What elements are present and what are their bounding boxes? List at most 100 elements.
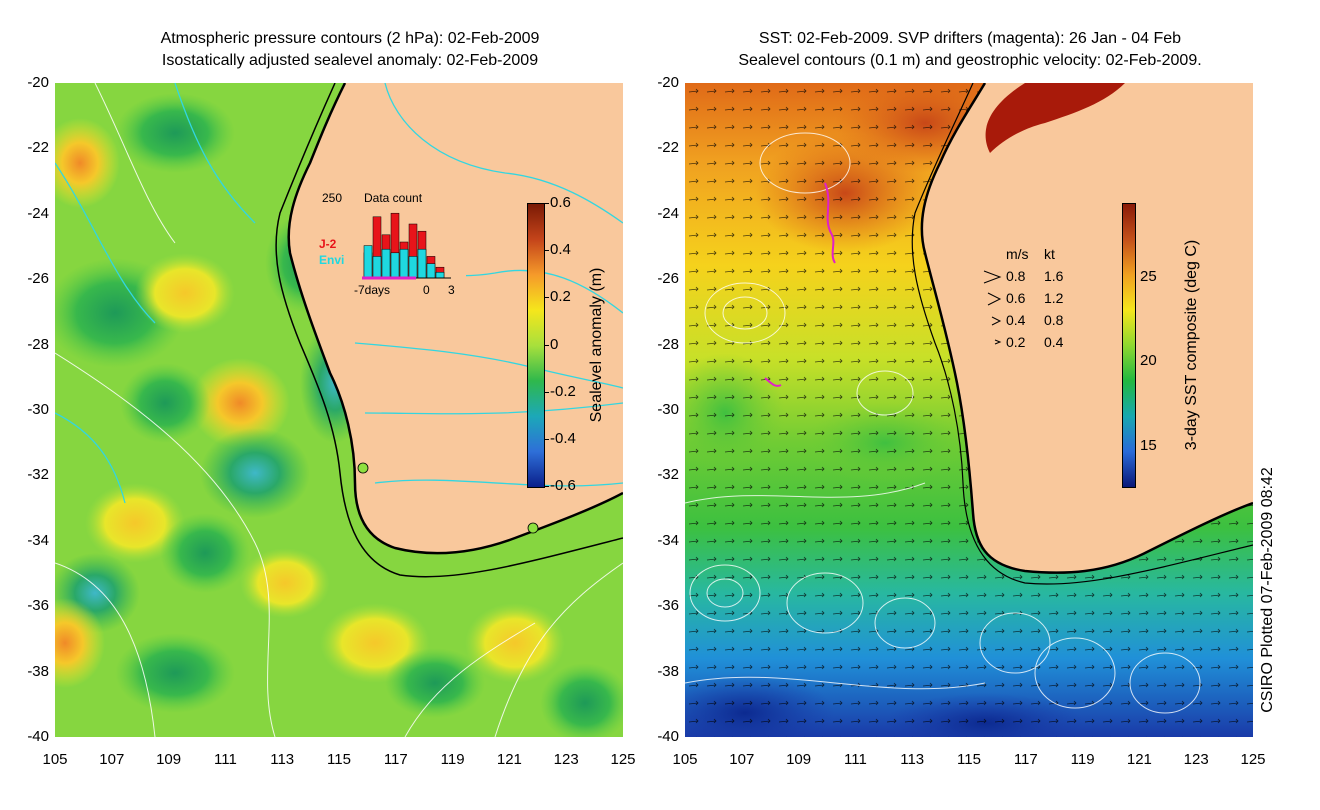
right-colorbar-tick-15: 15	[1140, 437, 1157, 455]
left-y-tick--28: -28	[27, 335, 49, 353]
left-y-tick--22: -22	[27, 139, 49, 157]
left-colorbar-tickmark	[544, 203, 549, 204]
left-y-tick--26: -26	[27, 270, 49, 288]
right-x-tick-121: 121	[1126, 751, 1152, 768]
right-x-tick-125: 125	[1240, 751, 1266, 768]
right-title-line1: SST: 02-Feb-2009. SVP drifters (magenta)…	[758, 30, 1182, 47]
velocity-row-4-ms: 0.2	[1006, 334, 1026, 350]
inset-bar-envi	[390, 252, 400, 279]
left-colorbar-tick-0.6: 0.6	[550, 194, 571, 211]
right-x-tick-117: 117	[1013, 751, 1038, 768]
right-title-line2: Sealevel contours (0.1 m) and geostrophi…	[738, 52, 1202, 69]
right-y-tick--40: -40	[657, 728, 679, 745]
right-x-tick-107: 107	[729, 751, 755, 768]
inset-y-label: 250	[322, 191, 342, 205]
inset-bar-envi	[435, 271, 445, 279]
right-x-tick-111: 111	[843, 751, 867, 768]
velocity-header-kt: kt	[1044, 246, 1055, 262]
left-x-tick-107: 107	[99, 751, 125, 768]
right-y-tick--30: -30	[657, 401, 679, 418]
velocity-legend: m/s kt 0.8 1.6 0.6 1.2 0.4 0.8 0.2 0.4	[983, 246, 1064, 350]
left-y-tick--36: -36	[27, 597, 49, 615]
left-colorbar-tickmark	[544, 250, 549, 252]
right-y-tick--32: -32	[657, 466, 679, 484]
left-colorbar-tickmark	[544, 438, 549, 440]
velocity-row-2-kt: 1.2	[1044, 290, 1064, 306]
right-colorbar-label: 3-day SST composite (deg C)	[1183, 239, 1200, 451]
right-x-tick-113: 113	[900, 751, 925, 768]
left-colorbar-tick--0.6: -0.6	[550, 477, 576, 494]
left-colorbar-tick--0.4: -0.4	[550, 429, 576, 447]
left-y-tick--24: -24	[27, 204, 49, 222]
right-y-tick--38: -38	[657, 662, 679, 680]
left-y-tick--32: -32	[27, 466, 49, 484]
right-y-tick--26: -26	[657, 270, 679, 288]
inset-bar-envi	[417, 248, 427, 279]
right-y-tick--24: -24	[657, 204, 679, 222]
left-y-tick--40: -40	[27, 728, 49, 745]
inset-bar-envi	[408, 256, 418, 279]
data-count-inset: 250 Data count J-2 Envi -7days 0 3	[316, 186, 466, 301]
left-x-tick-125: 125	[610, 751, 636, 768]
right-colorbar-tick-20: 20	[1140, 352, 1157, 370]
left-colorbar-tick--0.2: -0.2	[550, 382, 576, 400]
right-y-tick--22: -22	[657, 139, 679, 157]
right-y-tick--28: -28	[657, 335, 679, 353]
left-x-tick-113: 113	[270, 751, 295, 768]
plotted-timestamp: CSIRO Plotted 07-Feb-2009 08:42	[1259, 467, 1276, 713]
left-y-tick--30: -30	[27, 401, 49, 418]
left-x-tick-111: 111	[213, 751, 237, 768]
left-x-tick-109: 109	[156, 751, 182, 768]
left-colorbar-label: Sealevel anomaly (m)	[588, 267, 605, 423]
left-y-tick--34: -34	[27, 531, 49, 549]
inset-bar-envi	[372, 256, 382, 279]
right-x-tick-119: 119	[1070, 751, 1095, 768]
left-x-tick-117: 117	[383, 751, 408, 768]
inset-bar-envi	[381, 248, 391, 279]
inset-legend-j2: J-2	[319, 237, 337, 251]
inset-title: Data count	[364, 191, 423, 205]
velocity-header-ms: m/s	[1006, 246, 1029, 262]
left-x-tick-121: 121	[496, 751, 522, 768]
inset-x-right: 3	[448, 283, 455, 297]
left-colorbar-tick-0: 0	[550, 335, 559, 353]
velocity-row-2-ms: 0.6	[1006, 290, 1026, 306]
right-sst-map	[685, 83, 1253, 737]
right-x-tick-105: 105	[672, 751, 698, 768]
left-x-tick-115: 115	[327, 751, 351, 768]
right-y-tick--36: -36	[657, 597, 679, 615]
right-y-tick--20: -20	[657, 74, 679, 91]
left-x-tick-119: 119	[440, 751, 465, 768]
inset-bars	[363, 212, 445, 279]
right-x-tick-115: 115	[957, 751, 981, 768]
velocity-row-1-kt: 1.6	[1044, 268, 1064, 284]
left-colorbar-tickmark	[544, 486, 549, 487]
inset-legend-envi: Envi	[319, 253, 344, 267]
inset-bar-envi	[363, 245, 373, 279]
right-x-tick-109: 109	[786, 751, 812, 768]
left-colorbar-tickmark	[544, 391, 549, 393]
right-y-tick--34: -34	[657, 531, 679, 549]
right-colorbar	[1122, 203, 1136, 488]
left-title-line1: Atmospheric pressure contours (2 hPa): 0…	[160, 30, 540, 47]
right-x-tick-123: 123	[1183, 751, 1209, 768]
left-x-tick-123: 123	[553, 751, 579, 768]
inset-bar-envi	[426, 263, 436, 279]
velocity-row-3-ms: 0.4	[1006, 312, 1026, 328]
inset-x-left: -7days	[354, 283, 390, 297]
left-colorbar-tickmark	[544, 344, 549, 346]
inset-bar-envi	[399, 248, 409, 279]
velocity-row-1-ms: 0.8	[1006, 268, 1026, 284]
left-colorbar-tickmark	[544, 297, 549, 299]
left-colorbar-tick-0.4: 0.4	[550, 241, 571, 259]
velocity-row-3-kt: 0.8	[1044, 312, 1064, 328]
right-colorbar-tick-25: 25	[1140, 267, 1157, 285]
inset-x-mid: 0	[423, 283, 430, 297]
left-colorbar	[527, 203, 545, 488]
left-y-tick--20: -20	[27, 74, 49, 91]
left-y-tick--38: -38	[27, 662, 49, 680]
left-x-tick-105: 105	[42, 751, 68, 768]
left-colorbar-tick-0.2: 0.2	[550, 288, 571, 306]
velocity-row-4-kt: 0.4	[1044, 334, 1064, 350]
left-title-line2: Isostatically adjusted sealevel anomaly:…	[161, 52, 539, 69]
